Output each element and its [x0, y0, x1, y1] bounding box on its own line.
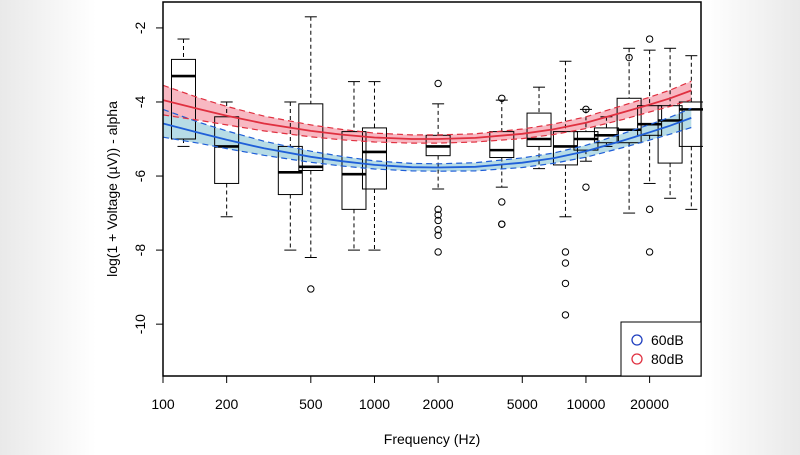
y-tick-label: -8: [132, 244, 148, 257]
outlier-point: [434, 231, 442, 239]
outlier-point: [582, 105, 590, 114]
outlier-point: [434, 211, 442, 219]
box-iqr: [552, 131, 578, 166]
ci-upper-line-60db: [163, 107, 692, 165]
box-iqr: [214, 116, 240, 184]
figure: 100 200 500 1000 2000 5000 10000 20000 -2 -4 -6 -8…: [97, 0, 704, 450]
box-iqr: [657, 105, 683, 164]
x-tick-label: 1000: [359, 396, 390, 412]
outlier-point: [561, 311, 570, 319]
legend-label-60db: 60dB: [651, 332, 684, 348]
box-4000: [489, 94, 515, 228]
outlier-point: [434, 248, 442, 256]
box-iqr: [361, 127, 387, 190]
box-iqr: [298, 103, 324, 171]
outlier-point: [434, 226, 442, 234]
x-tick-label: 20000: [630, 396, 669, 412]
legend-label-80db: 80dB: [651, 351, 684, 367]
box-1000: [361, 81, 387, 251]
box-31500: [678, 55, 704, 210]
boxplot-chart: 100 200 500 1000 2000 5000 10000 20000 -2 -4 -6 -8…: [104, 1, 704, 447]
outlier-point: [561, 279, 570, 288]
ci-lower-line-80db: [163, 99, 692, 144]
outlier-point: [498, 94, 506, 102]
legend-marker-80db: [631, 353, 643, 365]
outlier-point: [561, 248, 570, 256]
outlier-point: [434, 205, 442, 214]
outlier-point: [645, 35, 654, 43]
x-tick-label: 5000: [507, 396, 538, 412]
box-2000: [425, 79, 451, 256]
x-tick-label: 2000: [423, 396, 454, 412]
outlier-point: [498, 198, 506, 206]
outlier-point: [498, 220, 506, 228]
y-axis-label: log(1 + Voltage (µV)) - alpha: [104, 101, 120, 277]
outlier-point: [561, 259, 570, 267]
box-500: [298, 16, 324, 293]
fit-line-60db: [163, 117, 692, 169]
outlier-point: [434, 79, 442, 88]
band-60db: [163, 108, 692, 172]
outlier-point: [625, 53, 633, 62]
y-tick-label: -4: [132, 96, 148, 109]
x-tick-label: 10000: [566, 396, 605, 412]
box-iqr: [616, 97, 642, 144]
x-tick-label: 200: [215, 396, 239, 412]
box-8000: [552, 60, 578, 319]
plot-frame: [162, 1, 702, 377]
y-tick-label: -2: [132, 21, 148, 34]
box-125: [170, 38, 196, 147]
x-axis-label: Frequency (Hz): [384, 431, 480, 447]
box-200: [214, 101, 240, 218]
outlier-point: [582, 183, 590, 191]
outlier-point: [645, 248, 654, 256]
legend-marker-60db: [631, 334, 643, 346]
fit-line-80db: [163, 89, 692, 140]
outlier-point: [645, 205, 654, 214]
legend-box: [620, 321, 702, 377]
outlier-point: [307, 285, 315, 293]
x-tick-label: 500: [299, 396, 323, 412]
ci-upper-line-80db: [163, 80, 692, 136]
box-iqr: [341, 131, 367, 210]
legend: 60dB 80dB: [620, 321, 702, 377]
ci-lower-line-60db: [163, 126, 692, 172]
box-iqr: [170, 58, 196, 140]
x-tick-label: 100: [151, 396, 175, 412]
y-tick-label: -10: [132, 314, 148, 334]
outlier-point: [434, 216, 442, 225]
band-80db: [163, 81, 692, 144]
y-axis: -2 -4 -6 -8 -10: [132, 21, 163, 334]
y-tick-label: -6: [132, 170, 148, 183]
x-axis: 100 200 500 1000 2000 5000 10000 20000: [151, 375, 669, 412]
